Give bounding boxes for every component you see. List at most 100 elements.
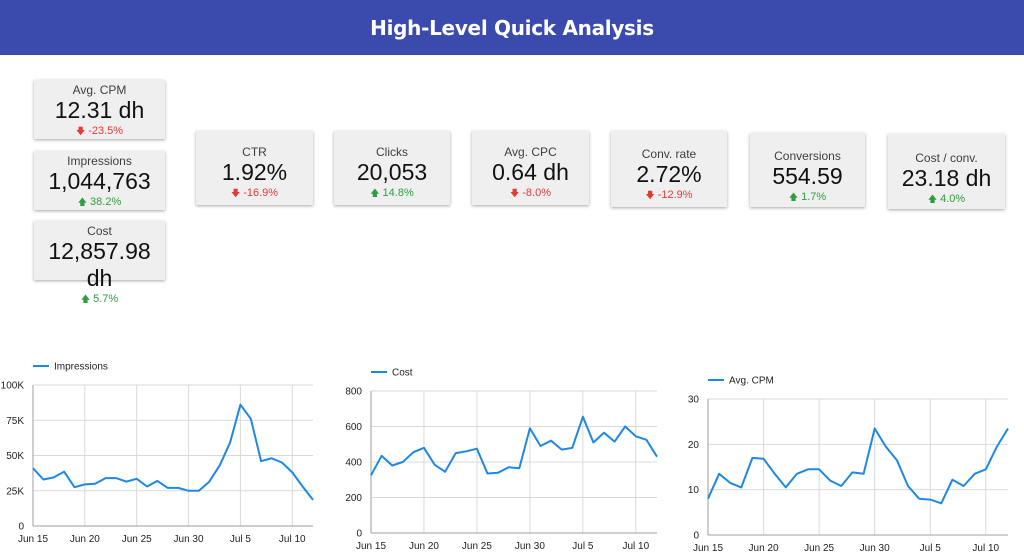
data-point — [476, 447, 478, 449]
y-tick-label: 400 — [345, 458, 362, 469]
kpi-card-cost-per-conv[interactable]: Cost / conv. 23.18 dh 🡅 4.0% — [888, 134, 1005, 209]
arrow-down-icon: 🡇 — [509, 188, 520, 198]
kpi-label: Avg. CPM — [72, 83, 127, 97]
data-point — [529, 427, 531, 429]
x-tick-label: Jun 20 — [409, 541, 439, 552]
data-point — [455, 452, 457, 454]
data-point — [412, 451, 414, 453]
data-point — [762, 458, 764, 460]
data-point — [862, 473, 864, 475]
kpi-label: Impressions — [67, 154, 132, 168]
data-point — [423, 447, 425, 449]
data-point — [840, 485, 842, 487]
data-point — [177, 487, 179, 489]
kpi-value: 0.64 dh — [492, 159, 569, 185]
kpi-delta: 🡅 4.0% — [927, 193, 966, 205]
data-point — [73, 486, 75, 488]
data-point — [94, 483, 96, 485]
data-point — [729, 482, 731, 484]
kpi-value: 1.92% — [221, 159, 288, 185]
data-point — [208, 480, 210, 482]
kpi-card-conv-rate[interactable]: Conv. rate 2.72% 🡇 -12.9% — [611, 131, 727, 207]
data-point — [571, 447, 573, 449]
series-line — [707, 427, 1009, 505]
kpi-card-cost[interactable]: Cost 12,857.98 dh 🡅 5.7% — [34, 221, 165, 305]
data-point — [656, 455, 658, 457]
x-tick-label: Jul 10 — [622, 541, 649, 552]
x-tick-label: Jul 5 — [230, 534, 252, 545]
data-point — [773, 473, 775, 475]
data-point — [486, 472, 488, 474]
data-point — [63, 471, 65, 473]
data-point — [497, 471, 499, 473]
data-point — [560, 448, 562, 450]
kpi-card-avg-cpc[interactable]: Avg. CPC 0.64 dh 🡇 -8.0% — [472, 131, 589, 205]
kpi-card-conversions[interactable]: Conversions 554.59 🡅 1.7% — [750, 133, 865, 207]
data-point — [391, 464, 393, 466]
y-tick-label: 0 — [693, 531, 699, 542]
kpi-card-impressions[interactable]: Impressions 1,044,763 🡅 38.2% — [34, 151, 165, 210]
kpi-label: Cost / conv. — [915, 151, 978, 165]
kpi-delta: 🡅 1.7% — [788, 191, 827, 203]
data-point — [260, 460, 262, 462]
y-tick-label: 800 — [345, 387, 362, 398]
kpi-label: Avg. CPC — [504, 145, 557, 159]
x-tick-label: Jun 15 — [693, 543, 723, 554]
x-tick-label: Jun 30 — [174, 534, 204, 545]
x-tick-label: Jun 30 — [515, 541, 545, 552]
data-point — [402, 461, 404, 463]
y-tick-label: 0 — [18, 522, 24, 533]
data-point — [740, 486, 742, 488]
data-point — [291, 471, 293, 473]
data-point — [444, 471, 446, 473]
y-tick-label: 100K — [1, 381, 25, 392]
report-title: High-Level Quick Analysis — [370, 15, 654, 40]
y-tick-label: 10 — [688, 485, 700, 496]
data-point — [518, 467, 520, 469]
x-tick-label: Jun 30 — [860, 543, 890, 554]
y-tick-label: 50K — [6, 451, 24, 462]
legend-label: Impressions — [54, 362, 108, 373]
report-header: High-Level Quick Analysis — [0, 0, 1024, 55]
y-tick-label: 0 — [356, 529, 362, 540]
data-point — [218, 464, 220, 466]
data-point — [751, 457, 753, 459]
data-point — [465, 450, 467, 452]
data-point — [433, 463, 435, 465]
kpi-delta: 🡇 -12.9% — [645, 189, 693, 201]
kpi-card-ctr[interactable]: CTR 1.92% 🡇 -16.9% — [196, 131, 313, 205]
kpi-label: Conversions — [774, 149, 841, 163]
kpi-label: Cost — [87, 224, 112, 238]
arrow-down-icon: 🡇 — [75, 126, 86, 136]
data-point — [907, 485, 909, 487]
series-line — [32, 403, 314, 501]
data-point — [582, 416, 584, 418]
arrow-up-icon: 🡅 — [80, 294, 91, 304]
x-tick-label: Jun 20 — [70, 534, 100, 545]
data-point — [918, 498, 920, 500]
data-point — [550, 440, 552, 442]
kpi-delta: 🡅 14.8% — [370, 187, 414, 199]
arrow-down-icon: 🡇 — [230, 188, 241, 198]
kpi-card-clicks[interactable]: Clicks 20,053 🡅 14.8% — [334, 131, 450, 205]
data-point — [115, 477, 117, 479]
data-point — [53, 476, 55, 478]
arrow-up-icon: 🡅 — [370, 188, 380, 198]
data-point — [104, 477, 106, 479]
data-point — [156, 480, 158, 482]
x-tick-label: Jul 10 — [279, 534, 306, 545]
data-point — [718, 473, 720, 475]
x-tick-label: Jun 15 — [18, 534, 48, 545]
kpi-card-avg-cpm[interactable]: Avg. CPM 12.31 dh 🡇 -23.5% — [34, 80, 165, 139]
data-point — [929, 498, 931, 500]
y-tick-label: 25K — [6, 486, 24, 497]
data-point — [592, 441, 594, 443]
kpi-value: 12.31 dh — [54, 97, 145, 123]
y-tick-label: 20 — [688, 440, 700, 451]
impressions-line-chart: 0 25K 50K 75K 100K Jun 15 Jun 20 Jun 25 Jun 30 Ju… — [0, 355, 320, 554]
data-point — [380, 455, 382, 457]
data-point — [896, 459, 898, 461]
data-point — [239, 404, 241, 406]
y-tick-label: 75K — [6, 416, 24, 427]
series-line — [370, 415, 658, 476]
